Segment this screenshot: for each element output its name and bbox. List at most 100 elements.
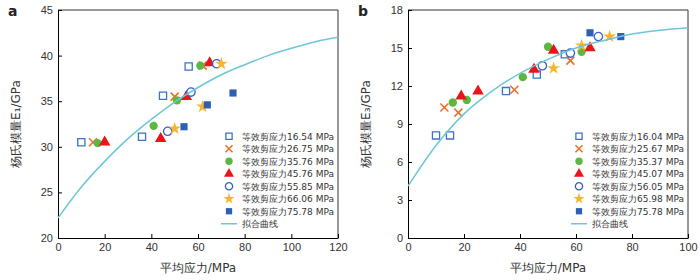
point-group (180, 123, 187, 130)
legend-swatch (221, 223, 237, 225)
point (164, 127, 172, 135)
point-group (432, 132, 439, 139)
y-tick-mark (408, 10, 412, 11)
legend-swatch (573, 193, 584, 204)
legend-swatch (226, 208, 232, 214)
y-tick-mark (58, 101, 62, 102)
point-group (168, 122, 181, 134)
x-tick-mark (291, 234, 292, 238)
point (432, 132, 439, 139)
legend-item: 拟合曲线 (571, 219, 628, 229)
x-tick-label: 80 (626, 241, 638, 253)
x-tick-label: 20 (99, 241, 111, 253)
legend-item: 等效剪应力66.06 MPa (223, 193, 334, 204)
y-tick-label: 0 (397, 232, 403, 244)
point (502, 87, 509, 94)
y-tick: 30 (41, 141, 62, 153)
y-tick-mark (408, 238, 412, 239)
x-tick: 20 (458, 234, 470, 253)
legend-swatch-group (575, 183, 582, 190)
y-tick: 20 (41, 232, 62, 244)
point (446, 132, 453, 139)
y-tick-label: 15 (391, 42, 403, 54)
plot-area (408, 28, 688, 186)
point-group (454, 109, 462, 117)
frame (58, 10, 338, 238)
point (454, 109, 462, 117)
y-tick-mark (408, 124, 412, 125)
plot-area (58, 37, 338, 218)
figure: 020406080100120202530354045平均应力/MPa杨氏模量E… (0, 0, 700, 280)
point-group (547, 62, 560, 74)
x-tick-label: 60 (570, 241, 582, 253)
y-tick: 35 (41, 95, 62, 107)
legend-swatch-group (576, 133, 582, 139)
legend-item: 等效剪应力56.05 MPa (575, 182, 684, 192)
x-tick-label: 120 (329, 241, 347, 253)
legend-swatch-group (225, 158, 232, 165)
legend-label: 等效剪应力26.75 MPa (242, 144, 334, 154)
x-tick: 40 (514, 234, 526, 253)
x-axis-title: 平均应力/MPa (160, 261, 236, 275)
legend-item: 等效剪应力55.85 MPa (225, 182, 334, 192)
y-tick-label: 35 (41, 95, 53, 107)
point (215, 57, 228, 69)
y-tick: 15 (391, 42, 412, 54)
y-tick-mark (408, 86, 412, 87)
legend-swatch (223, 193, 234, 204)
legend-item: 等效剪应力45.07 MPa (574, 168, 684, 179)
legend-swatch (574, 168, 584, 177)
x-tick-mark (464, 234, 465, 238)
point-group (594, 32, 602, 40)
y-tick: 0 (397, 232, 412, 244)
panel: 020406080100120202530354045平均应力/MPa杨氏模量E… (9, 4, 348, 275)
legend-label: 等效剪应力16.04 MPa (592, 132, 684, 142)
point (185, 63, 192, 70)
x-tick: 20 (99, 234, 111, 253)
point (586, 29, 593, 36)
legend-item: 等效剪应力16.54 MPa (226, 132, 334, 142)
legend-item: 等效剪应力25.67 MPa (576, 144, 684, 154)
y-tick-mark (58, 238, 62, 239)
panel: 0204060801000369121518平均应力/MPa杨氏模量E₃/GPa… (359, 4, 698, 275)
point-group (159, 92, 166, 99)
legend-label: 等效剪应力75.78 MPa (242, 207, 334, 217)
point (159, 92, 166, 99)
point-group (449, 98, 457, 106)
y-tick-mark (58, 56, 62, 57)
legend-swatch-group (575, 158, 582, 165)
legend-label: 等效剪应力75.78 MPa (592, 207, 684, 217)
point-group (164, 127, 172, 135)
y-tick: 6 (397, 156, 412, 168)
point (455, 89, 467, 99)
y-tick: 3 (397, 194, 412, 206)
x-tick-label: 80 (239, 241, 251, 253)
point (99, 136, 111, 146)
legend-swatch (225, 158, 232, 165)
legend-item: 等效剪应力45.76 MPa (224, 168, 334, 179)
y-tick-mark (408, 162, 412, 163)
y-axis-title: 杨氏模量E₁/GPa (9, 80, 23, 169)
legend-swatch-group (226, 208, 232, 214)
point-group (204, 101, 211, 108)
legend-item: 等效剪应力16.04 MPa (576, 132, 684, 142)
legend-label: 等效剪应力16.54 MPa (242, 132, 334, 142)
y-tick-mark (58, 10, 62, 11)
y-tick-label: 12 (391, 80, 403, 92)
legend-swatch-group (226, 145, 233, 152)
legend-swatch (224, 168, 234, 177)
legend-item: 等效剪应力75.78 MPa (576, 207, 684, 217)
legend-swatch-group (225, 183, 232, 190)
point (594, 32, 602, 40)
point (150, 122, 158, 130)
legend-swatch (571, 223, 587, 225)
x-tick-mark (688, 234, 689, 238)
point (440, 104, 448, 112)
y-axis-line (58, 11, 59, 239)
point-group (185, 63, 192, 70)
x-axis-line (59, 238, 339, 239)
legend-item: 等效剪应力26.75 MPa (226, 144, 334, 154)
point-group (196, 61, 204, 69)
x-axis: 020406080100 (405, 234, 697, 253)
point (510, 86, 518, 94)
